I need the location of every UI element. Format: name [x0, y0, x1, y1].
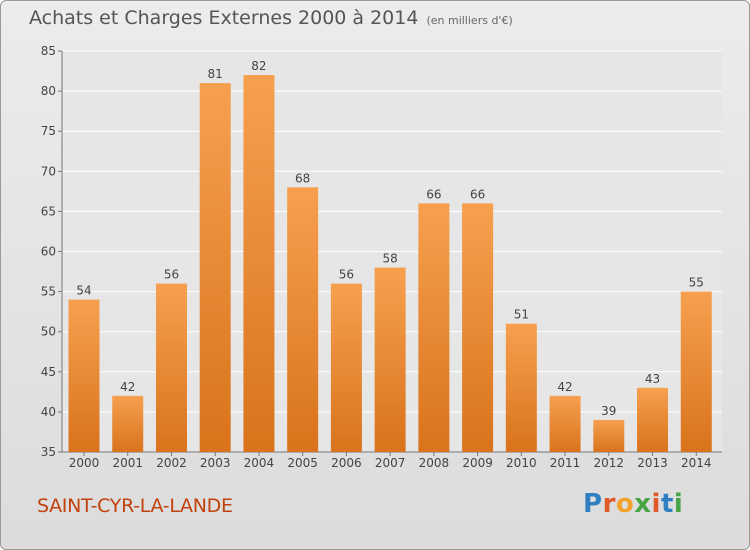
bar	[112, 395, 144, 452]
logo-letter: i	[673, 489, 684, 519]
y-tick-labels: 35 40 45 50 55 60 65 70 75 80 85	[41, 44, 56, 459]
y-tick-label: 75	[41, 124, 56, 138]
bars: 54 42 56 81 82 68 56 58 66 66 51 42 39 43 55	[68, 59, 712, 452]
y-tick-label: 40	[41, 405, 56, 419]
chart-title: Achats et Charges Externes 2000 à 2014 (e…	[29, 7, 513, 29]
x-tick-label: 2001	[112, 456, 143, 470]
x-tick-label: 2012	[594, 456, 625, 470]
x-tick-label: 2000	[69, 456, 100, 470]
logo-letter: r	[602, 489, 616, 519]
x-tick-label: 2006	[331, 456, 362, 470]
bar-value-label: 66	[426, 187, 441, 201]
y-tick-label: 60	[41, 245, 56, 259]
x-tick-label: 2010	[506, 456, 537, 470]
x-tick-label: 2004	[244, 456, 275, 470]
y-tick-label: 80	[41, 84, 56, 98]
bar-value-label: 51	[514, 308, 529, 322]
bar-value-label: 56	[339, 268, 354, 282]
bar	[462, 203, 494, 452]
chart-title-text: Achats et Charges Externes 2000 à 2014	[29, 7, 419, 29]
bar	[549, 395, 581, 452]
bar-value-label: 58	[382, 252, 397, 266]
y-tick-label: 45	[41, 365, 56, 379]
logo-letter: o	[615, 489, 635, 519]
bar	[199, 83, 231, 452]
bar-value-label: 42	[120, 380, 135, 394]
bar	[680, 291, 712, 452]
bar-value-label: 82	[251, 59, 266, 73]
bar	[505, 323, 537, 452]
x-tick-label: 2009	[462, 456, 493, 470]
bar	[68, 299, 100, 452]
y-tick-label: 55	[41, 285, 56, 299]
bar	[418, 203, 450, 452]
place-name: SAINT-CYR-LA-LANDE	[37, 495, 233, 517]
x-tick-label: 2007	[375, 456, 406, 470]
x-tick-label: 2002	[156, 456, 187, 470]
logo-letter: i	[651, 489, 661, 519]
proxiti-logo[interactable]: Proxiti	[583, 489, 683, 519]
bar	[155, 283, 187, 452]
y-tick-label: 65	[41, 204, 56, 218]
x-tick-label: 2011	[550, 456, 581, 470]
bar	[374, 267, 406, 452]
bar-value-label: 43	[645, 372, 660, 386]
bar-value-label: 39	[601, 404, 616, 418]
x-tick-label: 2008	[419, 456, 450, 470]
x-tick-label: 2003	[200, 456, 231, 470]
x-tick-label: 2005	[287, 456, 318, 470]
y-tick-label: 50	[41, 325, 56, 339]
bar-value-label: 68	[295, 171, 310, 185]
y-tick-label: 70	[41, 164, 56, 178]
bar-value-label: 81	[208, 67, 223, 81]
bar	[593, 419, 625, 452]
bar-value-label: 56	[164, 268, 179, 282]
y-tick-label: 85	[41, 44, 56, 58]
bar	[243, 75, 275, 452]
y-tick-label: 35	[41, 445, 56, 459]
bar-value-label: 66	[470, 187, 485, 201]
bar-value-label: 42	[557, 380, 572, 394]
x-tick-label: 2014	[681, 456, 712, 470]
bar	[637, 387, 669, 452]
bar	[287, 187, 319, 452]
x-tick-label: 2013	[637, 456, 668, 470]
bar	[330, 283, 362, 452]
bar-value-label: 55	[689, 276, 704, 290]
logo-letter: t	[660, 489, 674, 519]
bar-value-label: 54	[76, 284, 91, 298]
chart-unit: (en milliers d'€)	[426, 14, 513, 27]
x-tick-labels: 2000 2001 2002 2003 2004 2005 2006 2007 2008 2009…	[69, 452, 712, 470]
logo-letter: x	[634, 489, 652, 519]
logo-letter: P	[583, 489, 603, 519]
